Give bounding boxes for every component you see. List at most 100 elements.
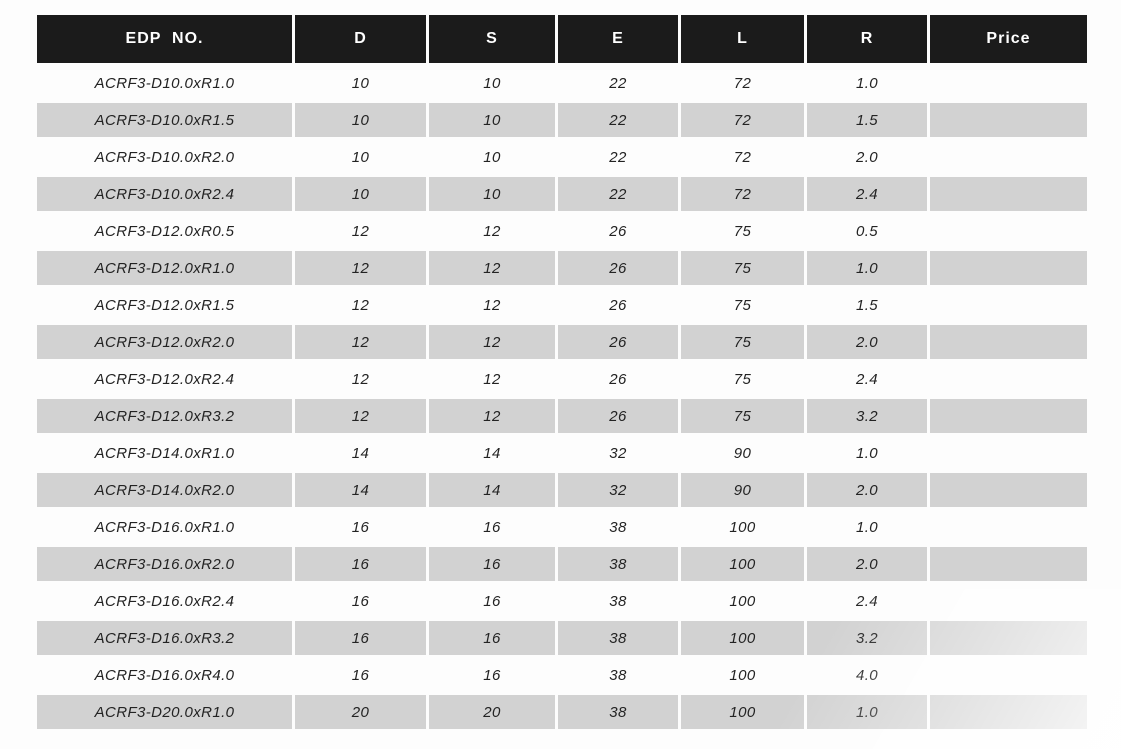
cell-r: 0.5 <box>855 222 879 240</box>
cell-s: 14 <box>483 444 501 462</box>
cell-r: 1.0 <box>855 518 879 536</box>
cell-s: 20 <box>429 695 555 729</box>
cell-r: 3.2 <box>807 399 927 433</box>
cell-d: 16 <box>351 592 370 610</box>
cell-d: 12 <box>295 251 426 285</box>
cell-d: 14 <box>295 473 426 507</box>
cell-l: 90 <box>681 473 804 507</box>
cell-s: 16 <box>483 592 501 610</box>
cell-s: 12 <box>429 399 555 433</box>
cell-r: 1.5 <box>855 296 879 314</box>
cell-s: 12 <box>483 296 501 314</box>
cell-s: 10 <box>483 74 501 92</box>
cell-l: 75 <box>733 296 752 314</box>
cell-d: 16 <box>351 666 370 684</box>
cell-price <box>930 251 1087 285</box>
cell-edp: ACRF3-D10.0xR1.5 <box>37 103 292 137</box>
cell-edp: ACRF3-D12.0xR1.5 <box>94 296 235 314</box>
column-header-s: S <box>429 15 555 63</box>
cell-edp: ACRF3-D12.0xR0.5 <box>94 222 235 240</box>
cell-e: 38 <box>558 695 678 729</box>
cell-d: 12 <box>295 325 426 359</box>
table-row: ACRF3-D12.0xR0.5 12 12 26 75 0.5 <box>37 214 1087 248</box>
cell-e: 38 <box>609 518 627 536</box>
cell-price <box>930 510 1087 544</box>
cell-l: 72 <box>681 177 804 211</box>
cell-edp: ACRF3-D12.0xR3.2 <box>37 399 292 433</box>
cell-l: 100 <box>681 621 804 655</box>
cell-l: 75 <box>681 251 804 285</box>
cell-e: 22 <box>558 177 678 211</box>
cell-l: 100 <box>729 666 756 684</box>
cell-price <box>930 547 1087 581</box>
cell-r: 2.4 <box>855 592 879 610</box>
cell-edp: ACRF3-D16.0xR3.2 <box>37 621 292 655</box>
cell-d: 10 <box>295 177 426 211</box>
column-header-e: E <box>558 15 678 63</box>
cell-s: 12 <box>483 370 501 388</box>
cell-edp: ACRF3-D10.0xR2.4 <box>37 177 292 211</box>
cell-l: 72 <box>733 74 752 92</box>
cell-price <box>930 140 1087 174</box>
cell-e: 32 <box>558 473 678 507</box>
cell-e: 38 <box>609 592 627 610</box>
cell-r: 1.0 <box>807 251 927 285</box>
cell-edp: ACRF3-D10.0xR1.0 <box>94 74 235 92</box>
table-row: ACRF3-D16.0xR2.0 16 16 38 100 2.0 <box>37 547 1087 581</box>
cell-e: 38 <box>558 621 678 655</box>
table-row: ACRF3-D10.0xR1.0 10 10 22 72 1.0 <box>37 66 1087 100</box>
cell-price <box>930 399 1087 433</box>
cell-edp: ACRF3-D16.0xR2.0 <box>37 547 292 581</box>
cell-price <box>930 177 1087 211</box>
cell-e: 26 <box>558 325 678 359</box>
cell-d: 12 <box>295 399 426 433</box>
cell-edp: ACRF3-D12.0xR2.0 <box>37 325 292 359</box>
cell-r: 2.0 <box>807 325 927 359</box>
cell-e: 22 <box>609 148 627 166</box>
cell-d: 12 <box>351 370 370 388</box>
cell-e: 22 <box>609 74 627 92</box>
cell-d: 16 <box>295 621 426 655</box>
cell-s: 12 <box>483 222 501 240</box>
cell-r: 2.0 <box>807 547 927 581</box>
cell-price <box>930 473 1087 507</box>
cell-edp: ACRF3-D12.0xR2.4 <box>94 370 235 388</box>
cell-e: 26 <box>609 296 627 314</box>
cell-l: 75 <box>681 399 804 433</box>
cell-s: 14 <box>429 473 555 507</box>
table-row: ACRF3-D14.0xR1.0 14 14 32 90 1.0 <box>37 436 1087 470</box>
table-body: ACRF3-D10.0xR1.0 10 10 22 72 1.0 ACRF3-D10.0xR… <box>37 66 1087 729</box>
cell-d: 10 <box>351 74 370 92</box>
table-row: ACRF3-D16.0xR1.0 16 16 38 100 1.0 <box>37 510 1087 544</box>
cell-s: 16 <box>483 666 501 684</box>
cell-d: 16 <box>295 547 426 581</box>
cell-e: 38 <box>609 666 627 684</box>
cell-l: 100 <box>729 592 756 610</box>
cell-d: 16 <box>351 518 370 536</box>
cell-price <box>930 695 1087 729</box>
cell-r: 4.0 <box>855 666 879 684</box>
cell-e: 26 <box>609 370 627 388</box>
cell-edp: ACRF3-D16.0xR2.4 <box>94 592 235 610</box>
cell-price <box>930 325 1087 359</box>
cell-price <box>930 66 1087 100</box>
cell-l: 75 <box>733 370 752 388</box>
cell-price <box>930 658 1087 692</box>
column-header-d: D <box>295 15 426 63</box>
table-row: ACRF3-D16.0xR3.2 16 16 38 100 3.2 <box>37 621 1087 655</box>
cell-r: 1.5 <box>807 103 927 137</box>
cell-r: 1.0 <box>807 695 927 729</box>
cell-s: 16 <box>429 621 555 655</box>
cell-edp: ACRF3-D12.0xR1.0 <box>37 251 292 285</box>
cell-e: 26 <box>609 222 627 240</box>
cell-d: 10 <box>295 103 426 137</box>
cell-e: 32 <box>609 444 627 462</box>
cell-r: 2.0 <box>855 148 879 166</box>
cell-l: 100 <box>681 695 804 729</box>
table-row: ACRF3-D14.0xR2.0 14 14 32 90 2.0 <box>37 473 1087 507</box>
cell-s: 16 <box>429 547 555 581</box>
cell-l: 90 <box>733 444 752 462</box>
table-row: ACRF3-D12.0xR3.2 12 12 26 75 3.2 <box>37 399 1087 433</box>
cell-r: 1.0 <box>855 444 879 462</box>
table-row: ACRF3-D10.0xR1.5 10 10 22 72 1.5 <box>37 103 1087 137</box>
